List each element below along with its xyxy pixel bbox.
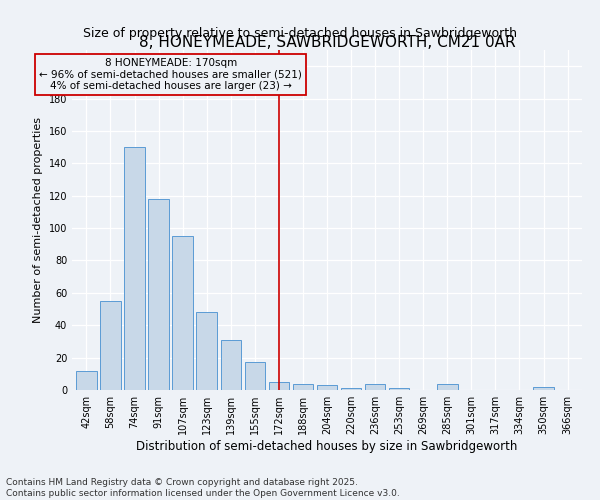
X-axis label: Distribution of semi-detached houses by size in Sawbridgeworth: Distribution of semi-detached houses by … — [136, 440, 518, 453]
Bar — [317, 385, 337, 390]
Bar — [533, 387, 554, 390]
Bar — [245, 362, 265, 390]
Bar — [269, 382, 289, 390]
Bar — [196, 312, 217, 390]
Text: Contains HM Land Registry data © Crown copyright and database right 2025.
Contai: Contains HM Land Registry data © Crown c… — [6, 478, 400, 498]
Y-axis label: Number of semi-detached properties: Number of semi-detached properties — [33, 117, 43, 323]
Text: 8 HONEYMEADE: 170sqm
← 96% of semi-detached houses are smaller (521)
4% of semi-: 8 HONEYMEADE: 170sqm ← 96% of semi-detac… — [39, 58, 302, 92]
Bar — [365, 384, 385, 390]
Bar — [293, 384, 313, 390]
Bar — [172, 236, 193, 390]
Bar — [148, 199, 169, 390]
Bar — [76, 370, 97, 390]
Bar — [437, 384, 458, 390]
Bar — [100, 301, 121, 390]
Bar — [221, 340, 241, 390]
Title: 8, HONEYMEADE, SAWBRIDGEWORTH, CM21 0AR: 8, HONEYMEADE, SAWBRIDGEWORTH, CM21 0AR — [139, 35, 515, 50]
Bar — [341, 388, 361, 390]
Bar — [124, 147, 145, 390]
Text: Size of property relative to semi-detached houses in Sawbridgeworth: Size of property relative to semi-detach… — [83, 28, 517, 40]
Bar — [389, 388, 409, 390]
